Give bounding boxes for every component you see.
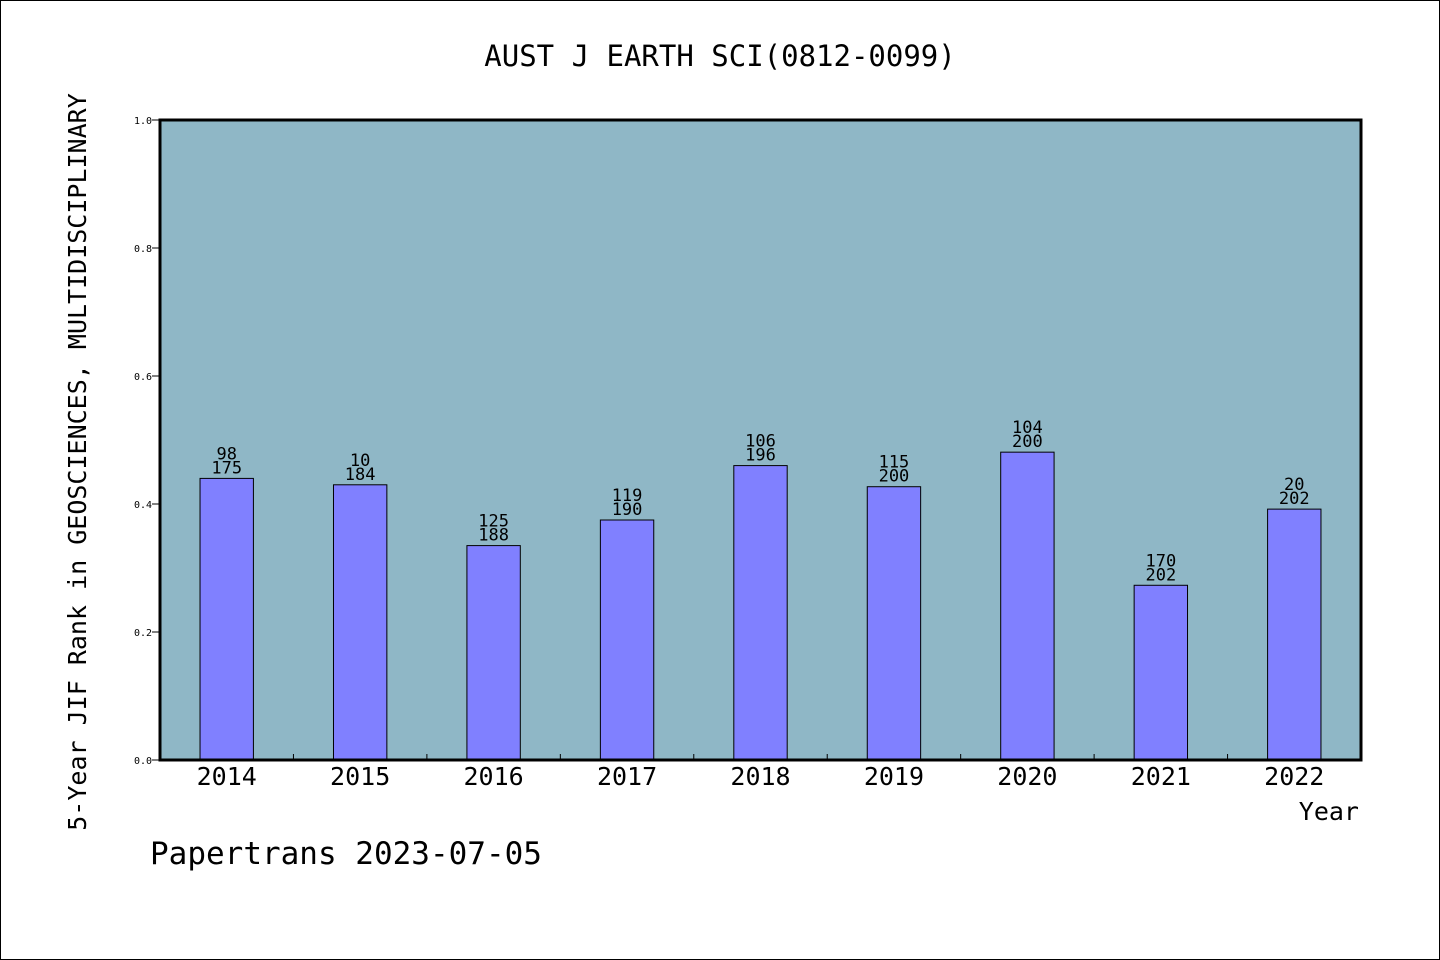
bar-2015 xyxy=(332,484,388,761)
bar-2014 xyxy=(199,477,254,761)
bar-label-rank-2015: 10 xyxy=(350,451,370,471)
bars-layer xyxy=(199,451,1322,761)
y-tick-label-0.0: 0.0 xyxy=(134,756,152,767)
bar-label-rank-2018: 106 xyxy=(745,432,776,452)
x-tick-label-2021: 2021 xyxy=(1131,762,1191,791)
y-tick-label-1.0: 1.0 xyxy=(134,116,152,127)
bar-2022 xyxy=(1267,508,1322,761)
bar-label-rank-2020: 104 xyxy=(1012,418,1043,438)
bar-2021 xyxy=(1133,584,1189,761)
bar-label-total-2019: 200 xyxy=(879,467,910,487)
bar-2018 xyxy=(733,465,788,761)
x-axis-label: Year xyxy=(1299,797,1359,826)
y-tick-label-0.6: 0.6 xyxy=(134,372,152,383)
bar-label-total-2021: 202 xyxy=(1145,565,1176,585)
bar-2020 xyxy=(1000,451,1055,761)
x-tick-label-2017: 2017 xyxy=(597,762,657,791)
chart-title: AUST J EARTH SCI(0812-0099) xyxy=(484,39,955,73)
y-tick-label-0.2: 0.2 xyxy=(134,628,152,639)
bar-2017 xyxy=(599,519,655,761)
y-axis-label: 5-Year JIF Rank in GEOSCIENCES, MULTIDIS… xyxy=(63,93,92,831)
bar-2016 xyxy=(466,545,521,761)
x-tick-label-2018: 2018 xyxy=(730,762,790,791)
bar-label-total-2014: 175 xyxy=(211,458,242,478)
x-tick-label-2020: 2020 xyxy=(997,762,1057,791)
x-tick-label-2016: 2016 xyxy=(464,762,524,791)
bar-label-rank-2014: 98 xyxy=(216,444,236,464)
x-ticks-layer: 2014 2015 2016 2017 2018 2019 2020 2021 2022 xyxy=(197,754,1324,791)
bar-label-rank-2016: 125 xyxy=(478,512,509,532)
bar-2019 xyxy=(866,486,922,761)
bar-label-total-2020: 200 xyxy=(1012,432,1043,452)
bar-label-total-2015: 184 xyxy=(345,465,376,485)
x-tick-label-2022: 2022 xyxy=(1264,762,1324,791)
bar-label-rank-2019: 115 xyxy=(879,453,910,473)
y-tick-label-0.4: 0.4 xyxy=(134,500,152,511)
bar-label-total-2022: 202 xyxy=(1279,489,1310,509)
bar-label-rank-2022: 20 xyxy=(1284,475,1304,495)
footer-text: Papertrans 2023-07-05 xyxy=(150,836,542,872)
x-tick-label-2015: 2015 xyxy=(330,762,390,791)
x-tick-label-2019: 2019 xyxy=(864,762,924,791)
bar-label-total-2017: 190 xyxy=(612,500,643,520)
y-tick-label-0.8: 0.8 xyxy=(134,244,152,255)
bar-label-rank-2021: 170 xyxy=(1145,551,1176,571)
bar-label-total-2018: 196 xyxy=(745,446,776,466)
plot-frame xyxy=(158,118,1363,762)
bar-label-total-2016: 188 xyxy=(478,526,509,546)
bar-label-rank-2017: 119 xyxy=(612,486,643,506)
x-tick-label-2014: 2014 xyxy=(197,762,257,791)
